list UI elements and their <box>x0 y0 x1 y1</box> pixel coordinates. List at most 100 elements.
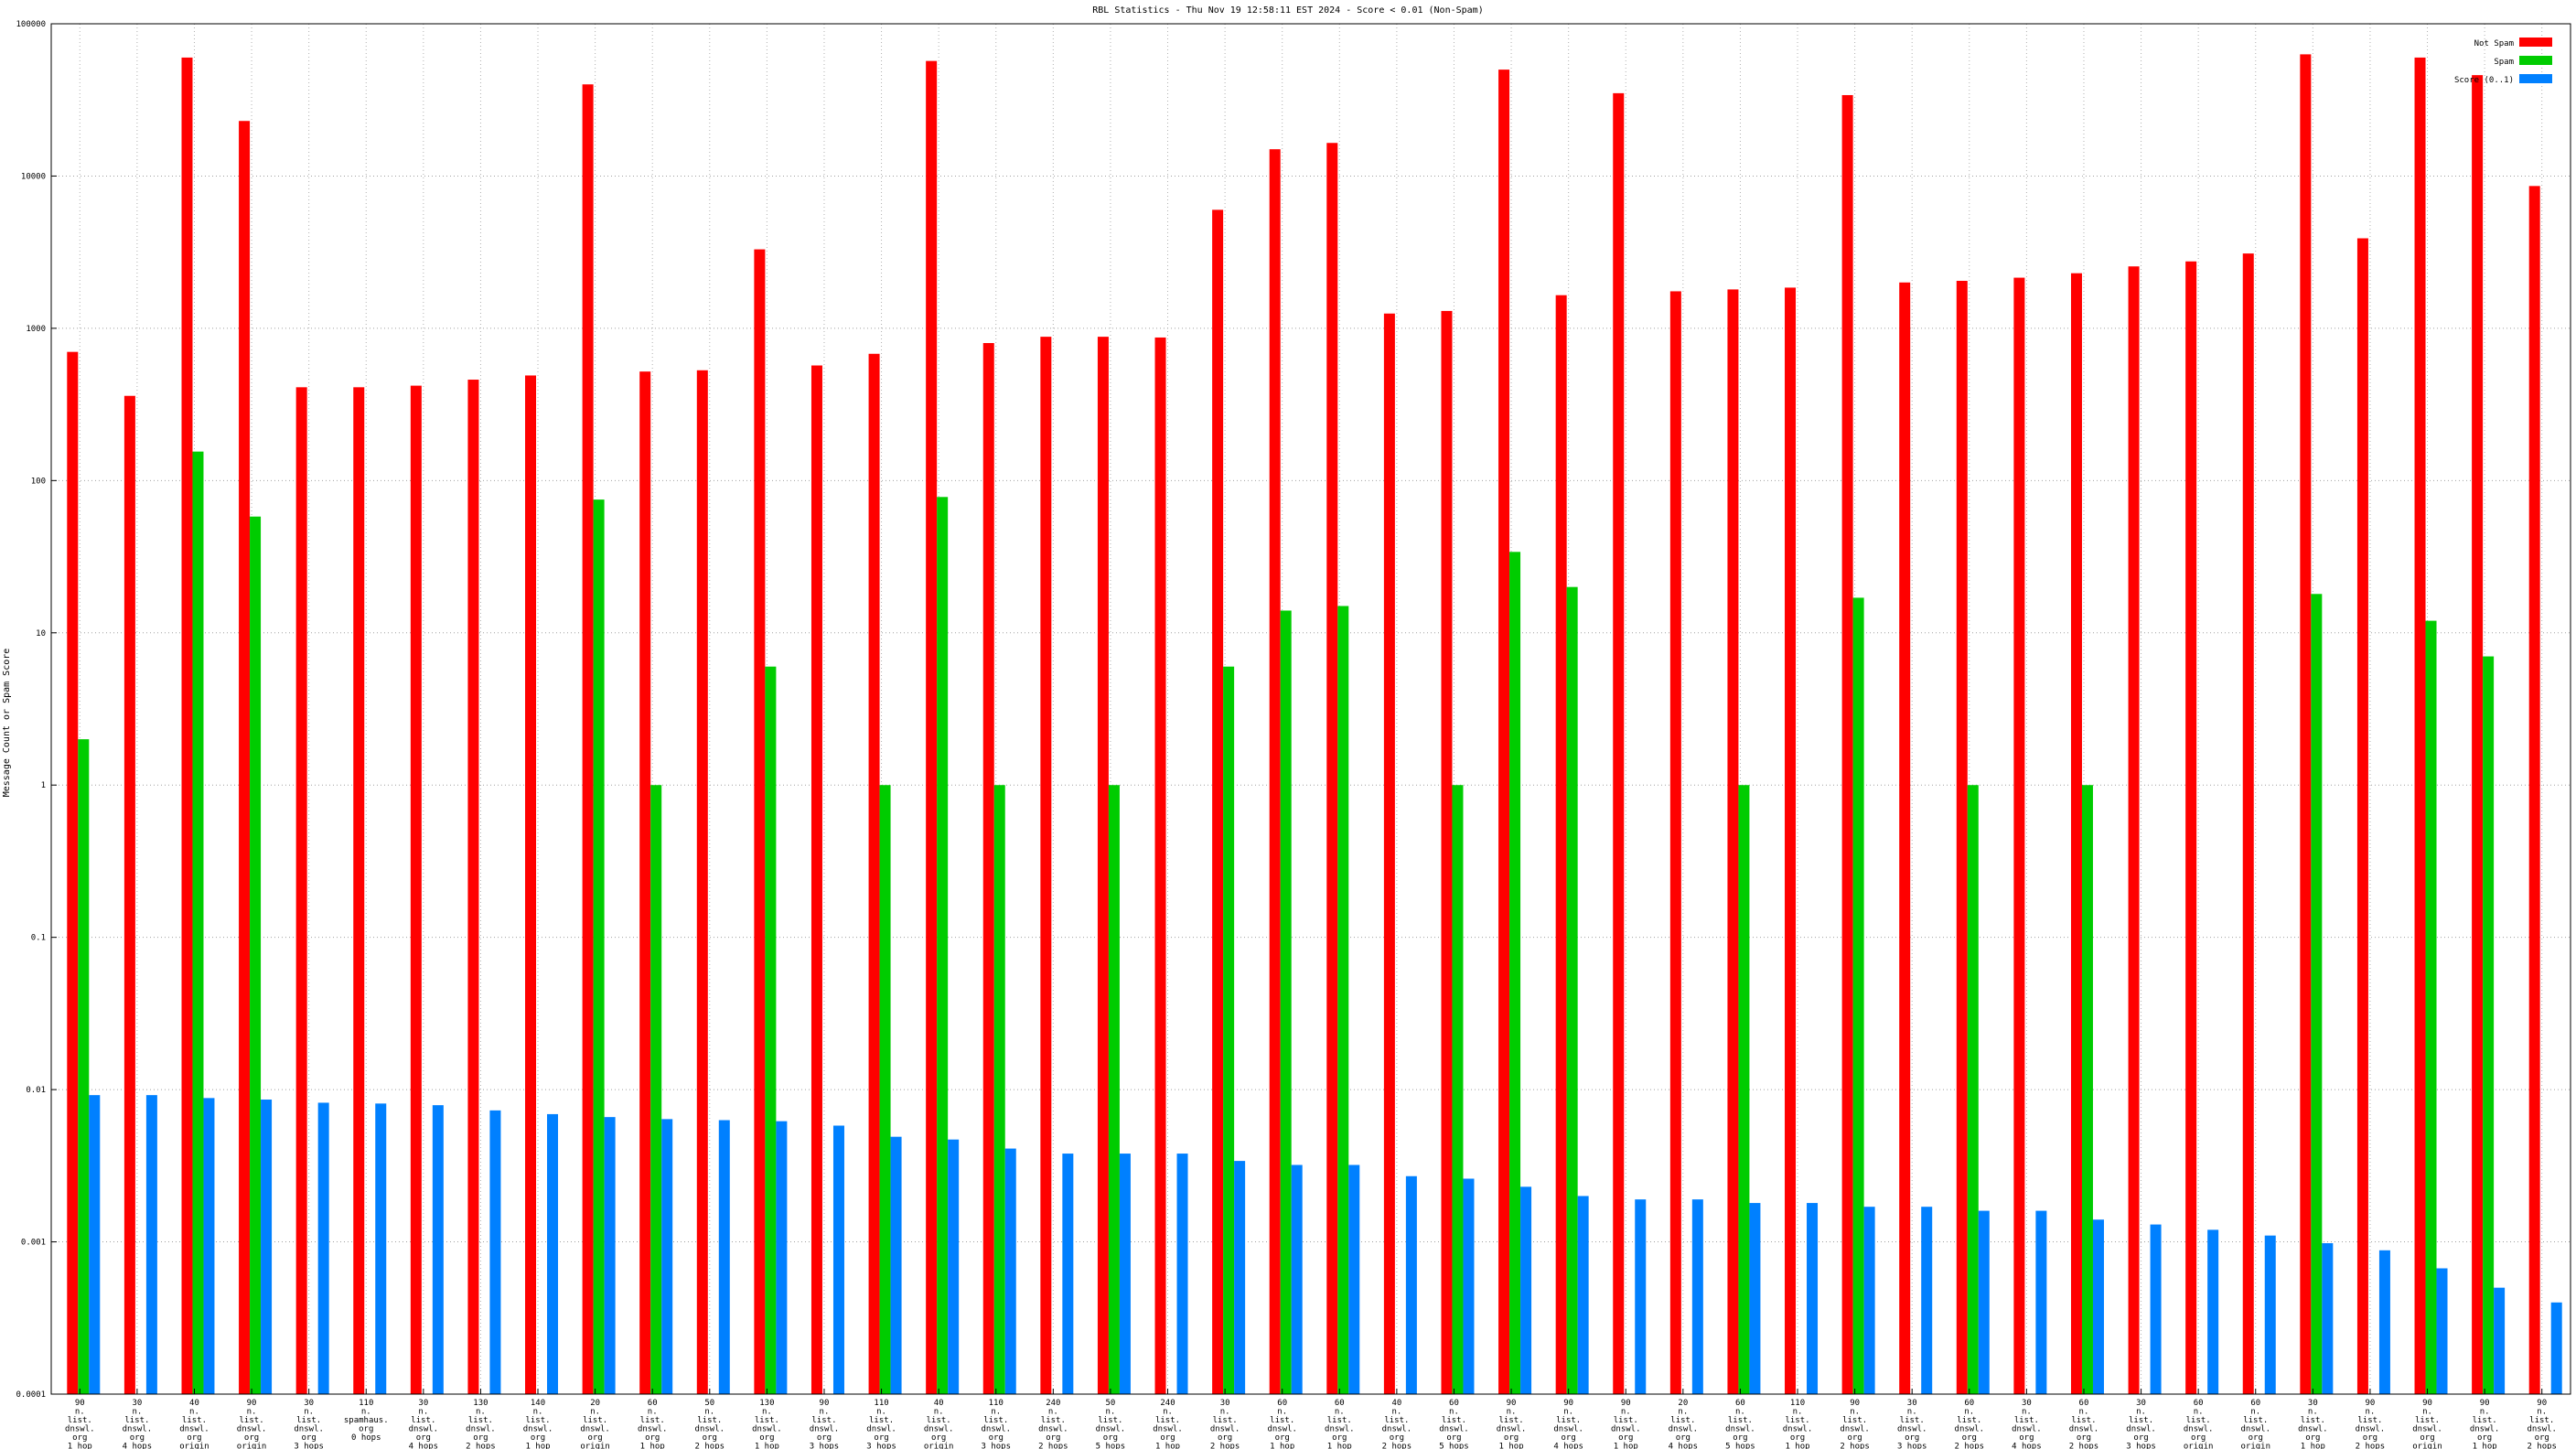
x-tick-label: dnswl. <box>1439 1425 1469 1434</box>
x-tick-label: org <box>531 1433 545 1443</box>
bar-score-0-1 <box>2035 1210 2047 1394</box>
bar-not-spam <box>1956 280 1968 1395</box>
x-tick-label: 2 hops <box>2527 1443 2557 1449</box>
x-tick-label: 1 hop <box>68 1443 92 1449</box>
x-tick-label: 3 hops <box>866 1443 896 1449</box>
x-tick-label: 2 hops <box>1382 1443 1412 1449</box>
bar-score-0-1 <box>1635 1199 1647 1394</box>
bar-score-0-1 <box>1405 1175 1417 1394</box>
x-tick-label: n. <box>1621 1408 1631 1417</box>
x-tick-label: 60 <box>2194 1399 2204 1408</box>
x-tick-label: 110 <box>1790 1399 1805 1408</box>
x-tick-label: n. <box>1507 1408 1517 1417</box>
x-tick-label: list. <box>1670 1416 1695 1425</box>
x-tick-label: 4 hops <box>123 1443 153 1449</box>
x-tick-label: origin <box>2184 1443 2214 1449</box>
x-tick-label: org <box>2535 1433 2549 1443</box>
bar-not-spam <box>1383 313 1395 1394</box>
x-tick-label: dnswl. <box>123 1425 153 1434</box>
x-tick-label: list. <box>1614 1416 1638 1425</box>
x-tick-label: 40 <box>934 1399 944 1408</box>
bar-spam <box>78 739 90 1394</box>
x-tick-label: n. <box>2250 1408 2260 1417</box>
x-tick-label: list. <box>2529 1416 2554 1425</box>
x-tick-label: list. <box>1842 1416 1867 1425</box>
bar-spam <box>1108 785 1120 1394</box>
x-tick-label: n. <box>1048 1408 1058 1417</box>
x-tick-label: org <box>302 1433 317 1443</box>
bar-not-spam <box>353 387 365 1394</box>
bar-spam <box>2425 620 2437 1394</box>
y-tick-label: 0.001 <box>21 1239 46 1248</box>
x-tick-label: 1 hop <box>1155 1443 1180 1449</box>
x-tick-label: 130 <box>473 1399 488 1408</box>
x-tick-label: dnswl. <box>466 1425 496 1434</box>
x-tick-label: org <box>1504 1433 1519 1443</box>
x-tick-label: n. <box>189 1408 199 1417</box>
bar-score-0-1 <box>2092 1219 2104 1394</box>
x-tick-label: n. <box>704 1408 714 1417</box>
bar-spam <box>2311 594 2323 1394</box>
x-tick-label: n. <box>1391 1408 1401 1417</box>
x-tick-label: dnswl. <box>2126 1425 2156 1434</box>
x-tick-label: n. <box>1106 1408 1116 1417</box>
x-tick-label: n. <box>2480 1408 2490 1417</box>
x-tick-label: org <box>1790 1433 1805 1443</box>
bar-not-spam <box>2242 253 2254 1394</box>
x-tick-label: list. <box>1499 1416 1524 1425</box>
x-tick-label: 60 <box>2250 1399 2260 1408</box>
x-tick-label: dnswl. <box>866 1425 896 1434</box>
x-tick-label: dnswl. <box>1783 1425 1813 1434</box>
x-tick-label: list. <box>640 1416 665 1425</box>
x-tick-label: n. <box>361 1408 371 1417</box>
x-tick-label: dnswl. <box>1382 1425 1412 1434</box>
x-tick-label: 30 <box>304 1399 314 1408</box>
x-tick-label: list. <box>927 1416 951 1425</box>
bar-not-spam <box>123 395 135 1394</box>
x-tick-label: n. <box>991 1408 1001 1417</box>
x-tick-label: org <box>416 1433 431 1443</box>
bar-spam <box>593 499 605 1394</box>
bar-not-spam <box>1727 289 1739 1395</box>
x-tick-label: n. <box>648 1408 658 1417</box>
x-tick-label: dnswl. <box>981 1425 1011 1434</box>
bar-score-0-1 <box>2322 1243 2334 1394</box>
bar-spam <box>250 516 262 1394</box>
x-tick-label: list. <box>1900 1416 1925 1425</box>
bar-score-0-1 <box>1004 1148 1016 1394</box>
bar-spam <box>1967 785 1979 1394</box>
x-tick-label: 2 hops <box>1210 1443 1240 1449</box>
x-tick-label: org <box>989 1433 1004 1443</box>
bar-score-0-1 <box>2207 1229 2219 1394</box>
bar-spam <box>1223 666 1235 1394</box>
bar-score-0-1 <box>1863 1207 1875 1394</box>
x-tick-label: 2 hops <box>466 1443 496 1449</box>
bar-score-0-1 <box>718 1120 730 1394</box>
x-tick-label: dnswl. <box>1611 1425 1641 1434</box>
x-tick-label: org <box>2019 1433 2034 1443</box>
x-tick-label: dnswl. <box>2012 1425 2042 1434</box>
x-tick-label: n. <box>247 1408 257 1417</box>
x-tick-label: 50 <box>704 1399 714 1408</box>
bar-not-spam <box>2356 238 2368 1394</box>
x-tick-label: 60 <box>1735 1399 1745 1408</box>
bar-not-spam <box>1269 149 1281 1395</box>
x-tick-label: n. <box>1678 1408 1688 1417</box>
x-tick-label: dnswl. <box>523 1425 553 1434</box>
x-tick-label: dnswl. <box>294 1425 324 1434</box>
x-tick-label: dnswl. <box>1325 1425 1355 1434</box>
x-tick-label: list. <box>1213 1416 1238 1425</box>
x-tick-label: 30 <box>2022 1399 2032 1408</box>
x-tick-label: list. <box>1041 1416 1066 1425</box>
x-tick-label: 30 <box>1220 1399 1230 1408</box>
x-tick-label: list. <box>811 1416 836 1425</box>
x-tick-label: 60 <box>1449 1399 1459 1408</box>
bar-not-spam <box>525 375 537 1394</box>
x-tick-label: org <box>2077 1433 2091 1443</box>
x-tick-label: 3 hops <box>981 1443 1011 1449</box>
x-tick-label: 140 <box>531 1399 545 1408</box>
x-tick-label: 90 <box>1563 1399 1573 1408</box>
bar-score-0-1 <box>1234 1161 1246 1394</box>
legend-label: Not Spam <box>2474 39 2514 48</box>
x-tick-label: list. <box>755 1416 779 1425</box>
